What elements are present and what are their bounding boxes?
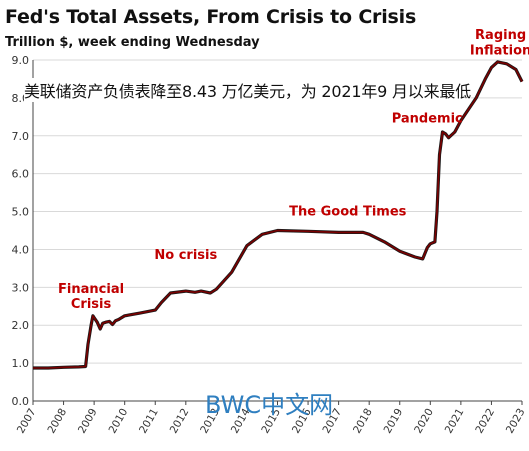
- x-tick-label: 2010: [107, 407, 131, 436]
- x-tick-label: 2022: [473, 407, 497, 436]
- y-tick-label: 5.0: [12, 206, 30, 219]
- y-tick-label: 0.0: [12, 395, 30, 408]
- x-tick-label: 2007: [15, 407, 39, 436]
- chart-subtitle: Trillion $, week ending Wednesday: [5, 35, 260, 50]
- y-tick-label: 1.0: [12, 357, 30, 370]
- y-tick-label: 4.0: [12, 243, 30, 256]
- series-line: [33, 61, 523, 369]
- annotation-label: Crisis: [71, 297, 112, 312]
- annotation-label: No crisis: [154, 248, 217, 263]
- x-tick-label: 2021: [443, 407, 467, 436]
- y-tick-label: 2.0: [12, 319, 30, 332]
- annotation-label: The Good Times: [289, 204, 407, 219]
- y-tick-label: 7.0: [12, 130, 30, 143]
- y-tick-label: 6.0: [12, 168, 30, 181]
- y-tick-label: 9.0: [12, 54, 30, 67]
- x-tick-label: 2018: [351, 407, 375, 436]
- overlay-caption: 美联储资产负债表降至8.43 万亿美元，为 2021年9 月以来最低: [24, 78, 471, 102]
- chart-title: Fed's Total Assets, From Crisis to Crisi…: [5, 6, 417, 28]
- annotation-label: Raging: [475, 28, 526, 43]
- x-tick-label: 2023: [504, 407, 528, 436]
- x-tick-label: 2009: [76, 407, 100, 436]
- y-tick-label: 3.0: [12, 281, 30, 294]
- annotation-label: Inflation: [470, 43, 529, 58]
- watermark: BWC中文网: [205, 391, 334, 419]
- x-tick-label: 2011: [137, 407, 161, 436]
- x-tick-label: 2008: [45, 407, 69, 436]
- annotation-label: Financial: [58, 282, 124, 297]
- annotation-label: Pandemic: [392, 112, 463, 127]
- x-tick-label: 2012: [168, 407, 192, 436]
- x-tick-label: 2019: [382, 407, 406, 436]
- x-tick-label: 2020: [412, 407, 436, 436]
